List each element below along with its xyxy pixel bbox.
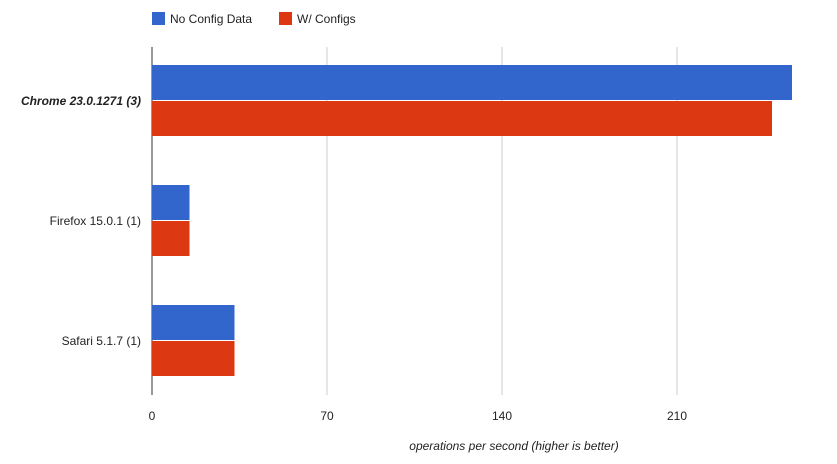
x-tick-label-210: 210 (667, 409, 687, 423)
y-axis-labels: Chrome 23.0.1271 (3) Firefox 15.0.1 (1) Sa… (21, 94, 141, 348)
category-label-2: Firefox 15.0.1 (1) (50, 214, 141, 228)
legend: No Config Data W/ Configs (152, 12, 356, 26)
x-axis-ticks: 0 70 140 210 (149, 409, 688, 423)
x-tick-label-0: 0 (149, 409, 156, 423)
bar-1-series-1 (152, 65, 792, 100)
legend-label-2: W/ Configs (297, 12, 356, 26)
x-axis-title: operations per second (higher is better) (409, 439, 618, 453)
bars (152, 65, 792, 376)
category-label-1: Chrome 23.0.1271 (3) (21, 94, 141, 108)
bar-2-series-2 (152, 221, 190, 256)
legend-swatch-2 (279, 12, 292, 25)
legend-label-1: No Config Data (170, 12, 252, 26)
x-tick-label-70: 70 (320, 409, 334, 423)
bar-1-series-2 (152, 101, 772, 136)
bar-3-series-2 (152, 341, 235, 376)
x-tick-label-140: 140 (492, 409, 512, 423)
bar-2-series-1 (152, 185, 190, 220)
legend-swatch-1 (152, 12, 165, 25)
bar-3-series-1 (152, 305, 235, 340)
category-label-3: Safari 5.1.7 (1) (62, 334, 141, 348)
